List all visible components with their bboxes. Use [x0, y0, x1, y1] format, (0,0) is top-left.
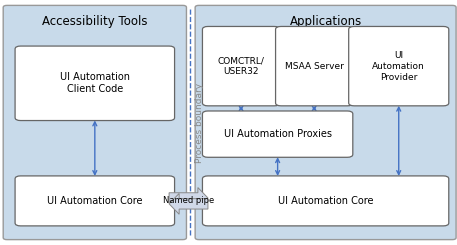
- Text: UI Automation Core: UI Automation Core: [278, 196, 373, 206]
- Text: Process boundary: Process boundary: [195, 82, 204, 163]
- FancyBboxPatch shape: [276, 26, 353, 106]
- Text: Accessibility Tools: Accessibility Tools: [42, 15, 148, 28]
- FancyBboxPatch shape: [202, 111, 353, 157]
- Text: UI
Automation
Provider: UI Automation Provider: [372, 50, 425, 82]
- FancyBboxPatch shape: [202, 26, 280, 106]
- FancyBboxPatch shape: [15, 46, 175, 121]
- Text: UI Automation
Client Code: UI Automation Client Code: [60, 72, 130, 95]
- Text: UI Automation Core: UI Automation Core: [47, 196, 143, 206]
- Polygon shape: [169, 188, 208, 208]
- Text: COMCTRL/
USER32: COMCTRL/ USER32: [218, 56, 265, 76]
- Text: UI Automation Proxies: UI Automation Proxies: [223, 129, 332, 139]
- FancyBboxPatch shape: [15, 176, 175, 226]
- FancyBboxPatch shape: [349, 26, 449, 106]
- FancyBboxPatch shape: [3, 5, 186, 240]
- Text: MSAA Server: MSAA Server: [285, 62, 344, 71]
- Polygon shape: [169, 194, 208, 214]
- Text: Applications: Applications: [289, 15, 362, 28]
- FancyBboxPatch shape: [195, 5, 456, 240]
- Text: Named pipe: Named pipe: [163, 196, 214, 205]
- FancyBboxPatch shape: [202, 176, 449, 226]
